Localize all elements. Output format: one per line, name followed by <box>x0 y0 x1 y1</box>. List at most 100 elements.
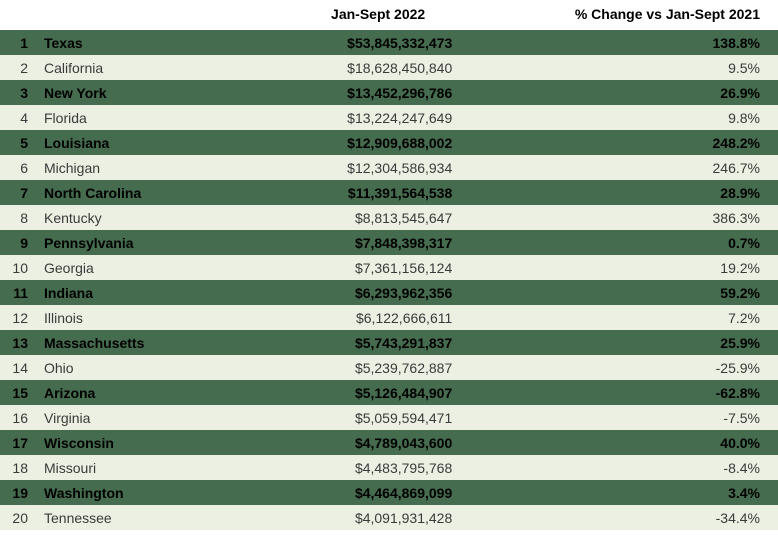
cell-rank: 19 <box>0 480 34 505</box>
cell-rank: 4 <box>0 105 34 130</box>
cell-change: 3.4% <box>512 480 778 505</box>
state-data-table: Jan-Sept 2022 % Change vs Jan-Sept 2021 … <box>0 0 778 530</box>
table-row: 7North Carolina$11,391,564,53828.9% <box>0 180 778 205</box>
cell-change: 28.9% <box>512 180 778 205</box>
cell-change: 9.5% <box>512 55 778 80</box>
header-change: % Change vs Jan-Sept 2021 <box>512 0 778 30</box>
cell-rank: 15 <box>0 380 34 405</box>
table-row: 16Virginia$5,059,594,471-7.5% <box>0 405 778 430</box>
cell-value: $5,743,291,837 <box>294 330 512 355</box>
cell-state: Virginia <box>34 405 294 430</box>
cell-change: 138.8% <box>512 30 778 55</box>
table-row: 12Illinois$6,122,666,6117.2% <box>0 305 778 330</box>
cell-change: -8.4% <box>512 455 778 480</box>
cell-change: 248.2% <box>512 130 778 155</box>
cell-change: -34.4% <box>512 505 778 530</box>
cell-value: $7,361,156,124 <box>294 255 512 280</box>
cell-change: -7.5% <box>512 405 778 430</box>
cell-value: $4,464,869,099 <box>294 480 512 505</box>
cell-value: $12,909,688,002 <box>294 130 512 155</box>
cell-rank: 7 <box>0 180 34 205</box>
cell-state: Washington <box>34 480 294 505</box>
table-row: 3New York$13,452,296,78626.9% <box>0 80 778 105</box>
cell-value: $6,293,962,356 <box>294 280 512 305</box>
cell-value: $11,391,564,538 <box>294 180 512 205</box>
table-header-row: Jan-Sept 2022 % Change vs Jan-Sept 2021 <box>0 0 778 30</box>
cell-value: $6,122,666,611 <box>294 305 512 330</box>
cell-change: -62.8% <box>512 380 778 405</box>
cell-change: 386.3% <box>512 205 778 230</box>
cell-change: 9.8% <box>512 105 778 130</box>
cell-value: $18,628,450,840 <box>294 55 512 80</box>
table-row: 9Pennsylvania$7,848,398,3170.7% <box>0 230 778 255</box>
cell-rank: 12 <box>0 305 34 330</box>
cell-state: Louisiana <box>34 130 294 155</box>
cell-value: $12,304,586,934 <box>294 155 512 180</box>
cell-change: 19.2% <box>512 255 778 280</box>
cell-rank: 2 <box>0 55 34 80</box>
cell-value: $5,059,594,471 <box>294 405 512 430</box>
cell-rank: 5 <box>0 130 34 155</box>
cell-state: Arizona <box>34 380 294 405</box>
table-row: 14Ohio$5,239,762,887-25.9% <box>0 355 778 380</box>
cell-change: 246.7% <box>512 155 778 180</box>
cell-value: $5,126,484,907 <box>294 380 512 405</box>
cell-state: Michigan <box>34 155 294 180</box>
cell-rank: 13 <box>0 330 34 355</box>
cell-rank: 1 <box>0 30 34 55</box>
cell-state: Pennsylvania <box>34 230 294 255</box>
cell-value: $5,239,762,887 <box>294 355 512 380</box>
cell-change: 40.0% <box>512 430 778 455</box>
table-row: 13Massachusetts$5,743,291,83725.9% <box>0 330 778 355</box>
cell-value: $8,813,545,647 <box>294 205 512 230</box>
cell-change: 7.2% <box>512 305 778 330</box>
cell-rank: 11 <box>0 280 34 305</box>
cell-state: Massachusetts <box>34 330 294 355</box>
table-row: 11Indiana$6,293,962,35659.2% <box>0 280 778 305</box>
cell-state: Wisconsin <box>34 430 294 455</box>
header-state <box>34 0 294 30</box>
cell-change: 25.9% <box>512 330 778 355</box>
table-row: 17Wisconsin$4,789,043,60040.0% <box>0 430 778 455</box>
table-row: 10Georgia$7,361,156,12419.2% <box>0 255 778 280</box>
cell-rank: 3 <box>0 80 34 105</box>
cell-state: New York <box>34 80 294 105</box>
table-row: 8Kentucky$8,813,545,647386.3% <box>0 205 778 230</box>
cell-rank: 14 <box>0 355 34 380</box>
cell-value: $13,224,247,649 <box>294 105 512 130</box>
cell-value: $13,452,296,786 <box>294 80 512 105</box>
cell-state: Florida <box>34 105 294 130</box>
cell-rank: 8 <box>0 205 34 230</box>
cell-state: Texas <box>34 30 294 55</box>
table-row: 6Michigan$12,304,586,934246.7% <box>0 155 778 180</box>
cell-state: Tennessee <box>34 505 294 530</box>
header-rank <box>0 0 34 30</box>
cell-rank: 16 <box>0 405 34 430</box>
table-row: 20Tennessee$4,091,931,428-34.4% <box>0 505 778 530</box>
cell-change: -25.9% <box>512 355 778 380</box>
table-row: 19Washington$4,464,869,0993.4% <box>0 480 778 505</box>
cell-rank: 17 <box>0 430 34 455</box>
cell-rank: 6 <box>0 155 34 180</box>
cell-state: Ohio <box>34 355 294 380</box>
table-row: 18Missouri$4,483,795,768-8.4% <box>0 455 778 480</box>
cell-state: Indiana <box>34 280 294 305</box>
table-row: 5Louisiana$12,909,688,002248.2% <box>0 130 778 155</box>
cell-value: $7,848,398,317 <box>294 230 512 255</box>
cell-state: California <box>34 55 294 80</box>
table-row: 4Florida$13,224,247,6499.8% <box>0 105 778 130</box>
cell-state: Illinois <box>34 305 294 330</box>
cell-change: 0.7% <box>512 230 778 255</box>
cell-state: North Carolina <box>34 180 294 205</box>
cell-state: Georgia <box>34 255 294 280</box>
cell-state: Missouri <box>34 455 294 480</box>
cell-state: Kentucky <box>34 205 294 230</box>
table-row: 1Texas$53,845,332,473138.8% <box>0 30 778 55</box>
table-row: 15Arizona$5,126,484,907-62.8% <box>0 380 778 405</box>
cell-value: $4,483,795,768 <box>294 455 512 480</box>
cell-change: 59.2% <box>512 280 778 305</box>
cell-value: $53,845,332,473 <box>294 30 512 55</box>
cell-rank: 20 <box>0 505 34 530</box>
cell-rank: 18 <box>0 455 34 480</box>
cell-rank: 9 <box>0 230 34 255</box>
